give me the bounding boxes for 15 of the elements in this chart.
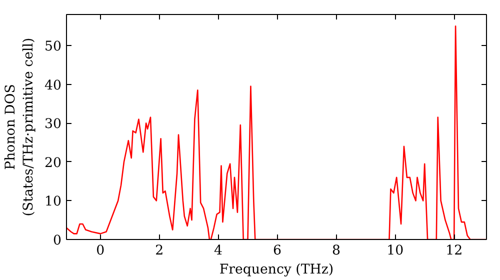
y-tick-label: 30 [44,117,62,132]
y-axis-title: Phonon DOS (States/THz·primitive cell) [4,38,37,216]
x-tick-label: 2 [155,244,164,258]
x-tick-label: 8 [332,244,340,258]
y-tick-label: 0 [53,234,62,248]
x-axis-title: Frequency (THz) [219,262,334,278]
x-tick-label: 4 [214,244,223,258]
x-tick-label: 6 [272,244,282,258]
x-tick-label: 12 [446,244,463,258]
y-tick-label: 20 [44,156,62,171]
y-tick-label: 50 [44,40,62,55]
x-tick-label: 10 [386,244,404,258]
y-tick-label: 10 [44,194,62,210]
x-tick-label: 0 [96,244,105,258]
y-tick-label: 40 [44,78,62,94]
